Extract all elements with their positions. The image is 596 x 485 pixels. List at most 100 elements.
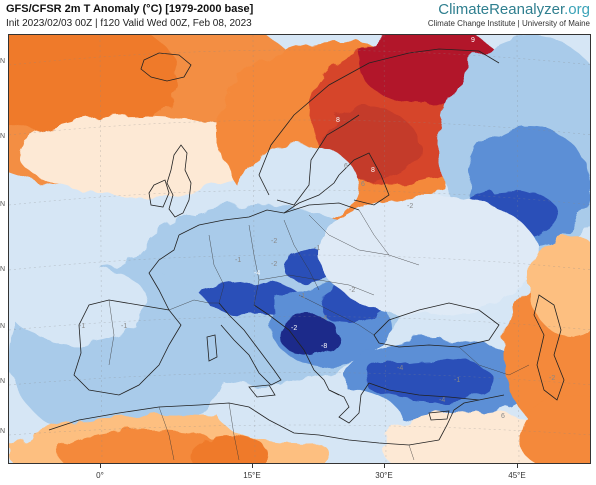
lon-tick xyxy=(384,464,385,468)
lon-label: 15°E xyxy=(243,471,261,480)
meridian-0 xyxy=(99,35,103,463)
lat-label: N xyxy=(0,133,6,140)
warm-atlantic-core xyxy=(9,35,179,135)
pale-biscay xyxy=(9,265,149,345)
coast-caspian xyxy=(533,294,565,401)
contour-label: -1 xyxy=(454,377,461,384)
contour-label: -1 xyxy=(79,323,86,330)
border-5 xyxy=(258,274,375,296)
pale-baltic xyxy=(239,145,359,225)
lon-tick xyxy=(100,464,101,468)
border-1 xyxy=(208,234,225,304)
border-9 xyxy=(358,209,390,256)
pale-levant xyxy=(379,410,559,463)
border-2 xyxy=(248,224,260,306)
brand-tagline: Climate Change Institute | University of… xyxy=(427,19,590,28)
map-subtitle: Init 2023/02/03 00Z | f120 Valid Wed 00Z… xyxy=(6,18,252,29)
coast-cyprus xyxy=(428,410,450,421)
contour-label: -2 xyxy=(407,203,414,210)
parallel-7 xyxy=(9,424,590,436)
contour-label: -1 xyxy=(235,257,242,264)
lat-label: N xyxy=(0,378,6,385)
contour-label: 9 xyxy=(471,37,475,44)
coastlines xyxy=(48,48,565,446)
graticule xyxy=(9,35,590,463)
lat-label: N xyxy=(0,58,6,65)
coast-ireland xyxy=(148,179,170,208)
header: GFS/CFSR 2m T Anomaly (°C) [1979-2000 ba… xyxy=(0,0,596,34)
contour-label: 6 xyxy=(361,181,365,188)
border-4 xyxy=(308,214,420,266)
coast-iberia xyxy=(73,299,182,396)
cold-alps xyxy=(199,279,299,315)
coast-iceland xyxy=(140,52,192,82)
brand-domain: .org xyxy=(564,1,590,18)
coast-finland xyxy=(338,152,390,206)
lon-tick xyxy=(517,464,518,468)
parallel-2 xyxy=(9,119,590,136)
meridian-30 xyxy=(383,35,387,463)
contour-label: -4 xyxy=(254,270,261,277)
lon-tick xyxy=(252,464,253,468)
brand-name: ClimateReanalyzer xyxy=(438,1,565,18)
contour-label: -2 xyxy=(271,238,278,245)
border-12 xyxy=(228,402,240,461)
lat-label: N xyxy=(0,323,6,330)
coast-levant xyxy=(438,399,480,441)
contour-label: 6 xyxy=(501,413,505,420)
lat-label: N xyxy=(0,201,6,208)
contour-label: -2 xyxy=(291,325,298,332)
coast-sweden xyxy=(276,114,360,206)
coast-baltic xyxy=(283,174,340,214)
coast-sicily xyxy=(248,384,276,398)
coast-norway xyxy=(258,48,500,196)
warm-arabia xyxy=(519,395,590,463)
contour-label: 8 xyxy=(336,117,340,124)
contour-label: -1 xyxy=(299,293,306,300)
borders xyxy=(108,209,530,461)
lon-label: 45°E xyxy=(508,471,526,480)
coast-europe-north xyxy=(178,202,360,236)
coast-britain xyxy=(166,144,192,218)
coast-italy xyxy=(218,302,282,386)
coast-sardinia xyxy=(206,334,218,362)
parallel-3 xyxy=(9,189,590,206)
coast-black-sea xyxy=(373,302,500,348)
contour-label: 6 xyxy=(344,163,348,170)
pale-atlantic xyxy=(19,115,259,195)
lon-label: 0° xyxy=(96,471,104,480)
border-11 xyxy=(158,406,175,461)
parallel-6 xyxy=(9,372,590,386)
cold-balkans-core xyxy=(279,315,339,355)
coast-north-africa xyxy=(48,402,440,446)
contour-label: -2 xyxy=(349,287,356,294)
border-10 xyxy=(458,346,530,376)
pale-mediterranean xyxy=(219,385,399,445)
parallel-4 xyxy=(9,254,590,271)
parallel-1 xyxy=(9,49,590,66)
border-7 xyxy=(168,299,219,311)
anomaly-fields xyxy=(9,35,590,463)
border-13 xyxy=(408,444,415,461)
border-6 xyxy=(298,294,375,336)
coast-adriatic xyxy=(253,304,340,396)
map-title: GFS/CFSR 2m T Anomaly (°C) [1979-2000 ba… xyxy=(6,3,254,15)
contour-label: -4 xyxy=(397,365,404,372)
anomaly-map: 9 8 8 6 6 -2 -1 -2 -1 -2 -1 -2 -4 -2 -8 … xyxy=(8,34,591,464)
contour-label: -1 xyxy=(121,323,128,330)
brand-logo[interactable]: ClimateReanalyzer.org xyxy=(438,1,590,18)
coast-turkey xyxy=(368,382,505,401)
border-8 xyxy=(108,299,115,366)
meridian-15 xyxy=(252,35,256,463)
contour-label: -4 xyxy=(321,315,328,322)
warm-algeria-core xyxy=(189,435,269,463)
meridian-45 xyxy=(516,35,520,463)
coast-greece xyxy=(328,382,370,424)
pale-ukraine xyxy=(319,195,539,315)
lon-label: 30°E xyxy=(375,471,393,480)
contour-label: 8 xyxy=(371,167,375,174)
contour-label: -2 xyxy=(549,375,556,382)
warm-kazakh xyxy=(529,235,590,335)
lat-label: N xyxy=(0,266,6,273)
parallel-5 xyxy=(9,316,590,331)
